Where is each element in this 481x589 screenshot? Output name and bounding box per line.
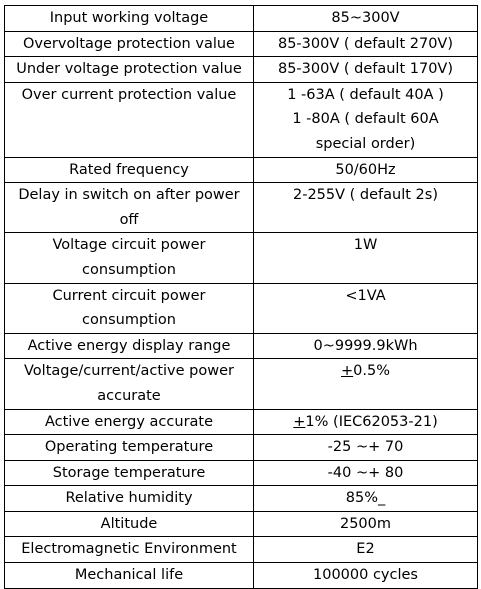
- value-text: 85-300V ( default 170V): [277, 61, 454, 78]
- param-cell: Mechanical life: [4, 562, 254, 589]
- param-text: off: [119, 211, 139, 228]
- table-row: Relative humidity 85%_: [4, 485, 478, 512]
- param-text: Voltage/current/active power: [24, 363, 234, 380]
- param-text: Delay in switch on after power: [18, 187, 240, 204]
- param-text: Over current protection value: [21, 86, 237, 103]
- value-cell: +0.5%: [253, 358, 478, 410]
- table-row: Mechanical life 100000 cycles: [4, 562, 478, 589]
- param-text: consumption: [82, 261, 176, 278]
- param-cell: Rated frequency: [4, 156, 254, 184]
- value-text: -25 ~+ 70: [327, 439, 404, 456]
- param-text: Under voltage protection value: [16, 61, 242, 78]
- value-text: 0~9999.9kWh: [313, 337, 418, 354]
- param-text: Relative humidity: [65, 490, 193, 507]
- param-text: Rated frequency: [69, 161, 189, 178]
- param-cell: Delay in switch on after power off: [4, 182, 254, 234]
- table-row: Under voltage protection value 85-300V (…: [4, 56, 478, 83]
- value-text: special order): [315, 135, 416, 152]
- value-text: -40 ~+ 80: [327, 464, 404, 481]
- param-text: Input working voltage: [49, 10, 209, 26]
- value-cell: 0~9999.9kWh: [253, 332, 478, 360]
- table-row: Storage temperature -40 ~+ 80: [4, 459, 478, 487]
- value-text: <1VA: [345, 287, 386, 304]
- param-text: accurate: [97, 387, 161, 404]
- value-text: 1 -80A ( default 60A: [292, 111, 439, 128]
- table-row: Voltage circuit power consumption 1W: [4, 232, 478, 284]
- table-row: Input working voltage 85~300V: [4, 5, 478, 32]
- param-text: Overvoltage protection value: [23, 35, 235, 52]
- value-text: E2: [356, 541, 375, 558]
- param-text: Mechanical life: [74, 567, 184, 584]
- param-cell: Under voltage protection value: [4, 56, 254, 83]
- param-cell: Voltage/current/active power accurate: [4, 358, 254, 410]
- value-cell: 2500m: [253, 510, 478, 538]
- value-cell: <1VA: [253, 282, 478, 334]
- param-text: consumption: [82, 312, 176, 329]
- value-cell: 1W: [253, 232, 478, 284]
- value-cell: 85~300V: [253, 5, 478, 32]
- param-cell: Operating temperature: [4, 434, 254, 461]
- table-row: Voltage/current/active power accurate +0…: [4, 358, 478, 410]
- table-row: Active energy display range 0~9999.9kWh: [4, 332, 478, 360]
- param-cell: Overvoltage protection value: [4, 30, 254, 58]
- param-text: Active energy accurate: [44, 413, 214, 430]
- param-cell: Active energy display range: [4, 332, 254, 360]
- value-text: 100000 cycles: [313, 567, 418, 584]
- value-text: 85%_: [345, 490, 386, 507]
- value-cell: 50/60Hz: [253, 156, 478, 184]
- table-row: Electromagnetic Environment E2: [4, 536, 478, 564]
- value-text: 50/60Hz: [335, 161, 396, 178]
- param-cell: Current circuit power consumption: [4, 282, 254, 334]
- param-text: Voltage circuit power: [52, 237, 206, 254]
- table-row: Operating temperature -25 ~+ 70: [4, 434, 478, 461]
- value-cell: 2-255V ( default 2s): [253, 182, 478, 234]
- value-text: 1 -63A ( default 40A ): [287, 86, 444, 103]
- table-row: Altitude 2500m: [4, 510, 478, 538]
- value-text: 85-300V ( default 270V): [277, 35, 454, 52]
- param-text: Storage temperature: [52, 464, 206, 481]
- param-text: Current circuit power: [52, 287, 206, 304]
- value-text: 2-255V ( default 2s): [293, 187, 438, 204]
- param-cell: Storage temperature: [4, 459, 254, 487]
- value-cell: 1 -63A ( default 40A ) 1 -80A ( default …: [253, 81, 478, 158]
- table-row: Overvoltage protection value 85-300V ( d…: [4, 30, 478, 58]
- value-cell: -40 ~+ 80: [253, 459, 478, 487]
- value-cell: -25 ~+ 70: [253, 434, 478, 461]
- value-text: 1W: [353, 237, 378, 254]
- param-text: Active energy display range: [27, 337, 231, 354]
- value-text: +1% (IEC62053-21): [293, 413, 438, 430]
- value-cell: 100000 cycles: [253, 562, 478, 589]
- value-text: 2500m: [339, 515, 392, 532]
- value-cell: 85-300V ( default 270V): [253, 30, 478, 58]
- table-row: Current circuit power consumption <1VA: [4, 282, 478, 334]
- spec-table: Input working voltage 85~300V Overvoltag…: [4, 5, 478, 589]
- param-cell: Altitude: [4, 510, 254, 538]
- param-cell: Over current protection value: [4, 81, 254, 158]
- value-cell: +1% (IEC62053-21): [253, 408, 478, 436]
- table-row: Delay in switch on after power off 2-255…: [4, 182, 478, 234]
- value-cell: 85%_: [253, 485, 478, 512]
- param-cell: Electromagnetic Environment: [4, 536, 254, 564]
- param-text: Electromagnetic Environment: [21, 541, 237, 558]
- table-row: Over current protection value 1 -63A ( d…: [4, 81, 478, 158]
- param-text: Altitude: [100, 515, 158, 532]
- value-cell: E2: [253, 536, 478, 564]
- value-text: +0.5%: [341, 363, 390, 380]
- param-cell: Voltage circuit power consumption: [4, 232, 254, 284]
- param-cell: Input working voltage: [4, 5, 254, 32]
- param-cell: Relative humidity: [4, 485, 254, 512]
- param-text: Operating temperature: [44, 439, 214, 456]
- param-cell: Active energy accurate: [4, 408, 254, 436]
- value-text: 85~300V: [331, 10, 400, 26]
- value-cell: 85-300V ( default 170V): [253, 56, 478, 83]
- table-row: Active energy accurate +1% (IEC62053-21): [4, 408, 478, 436]
- table-row: Rated frequency 50/60Hz: [4, 156, 478, 184]
